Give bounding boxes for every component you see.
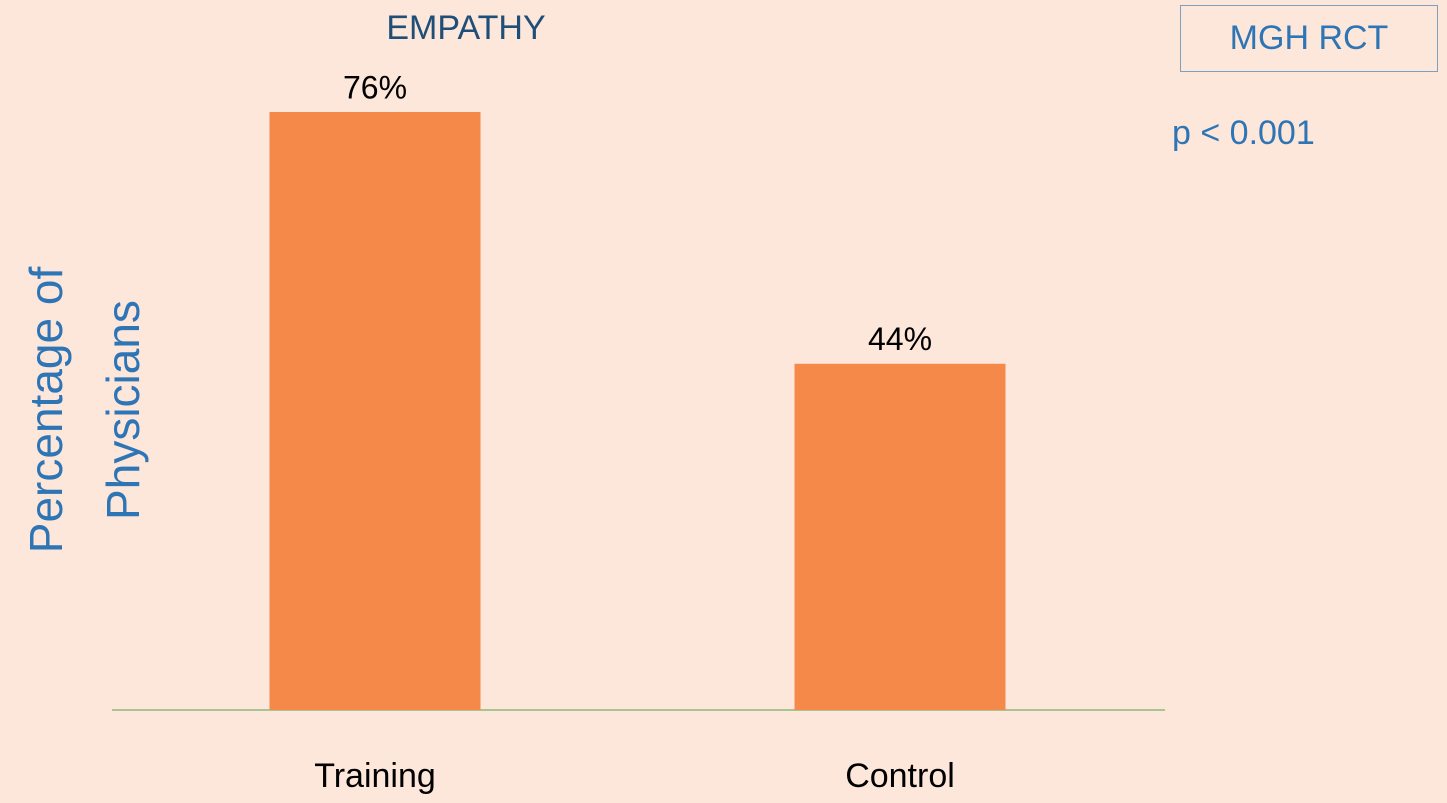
- data-label: 76%: [343, 69, 407, 105]
- y-axis-label: Physicians: [97, 300, 149, 520]
- bar: [794, 363, 1006, 710]
- x-tick-label: Control: [845, 757, 955, 795]
- bar: [269, 112, 481, 710]
- y-axis-label: Percentage of: [20, 267, 72, 554]
- annotation-box: [1180, 5, 1438, 72]
- annotation: p < 0.001: [1172, 114, 1315, 152]
- chart-title: EMPATHY: [386, 9, 545, 47]
- data-label: 44%: [868, 321, 932, 357]
- annotation: MGH RCT: [1230, 19, 1389, 57]
- x-tick-label: Training: [314, 757, 436, 795]
